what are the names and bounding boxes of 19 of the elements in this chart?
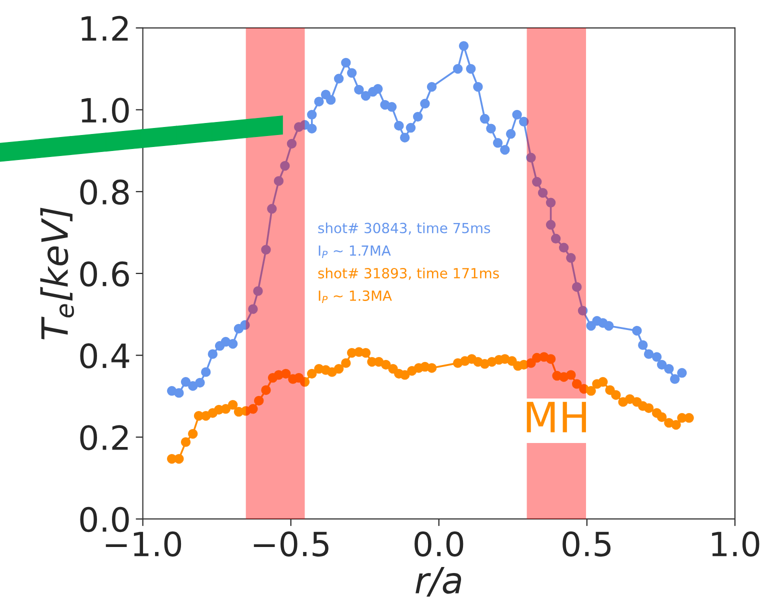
y-tick-label: 0.0 xyxy=(80,506,129,532)
annotation: shot# 31893, time 171ms xyxy=(318,268,499,280)
x-tick-label: 1.0 xyxy=(712,531,760,557)
y-tick-label: 1.2 xyxy=(82,16,128,41)
y-tick-label: 0.2 xyxy=(80,425,128,450)
y-tick-label: 0.6 xyxy=(80,261,129,287)
x-tick-label: −1.0 xyxy=(106,531,182,557)
annotation: I$_{P}$ ∼ 1.7MA xyxy=(318,246,391,258)
x-tick-label: 0.0 xyxy=(414,531,464,557)
y-tick-label: 0.4 xyxy=(80,343,130,368)
x-tick-label: 0.5 xyxy=(562,531,611,557)
annotation: I$_{P}$ ∼ 1.3MA xyxy=(318,290,392,304)
band-label: MH xyxy=(526,402,586,432)
y-tick-label: 0.8 xyxy=(80,180,129,205)
y-tick-label: 1.0 xyxy=(82,98,129,123)
x-axis-title: r/a xyxy=(416,566,462,597)
x-tick-label: −0.5 xyxy=(254,531,328,557)
annotation: shot# 30843, time 75ms xyxy=(318,222,490,235)
y-axis-title: T$_{e}$[keV] xyxy=(40,208,74,340)
